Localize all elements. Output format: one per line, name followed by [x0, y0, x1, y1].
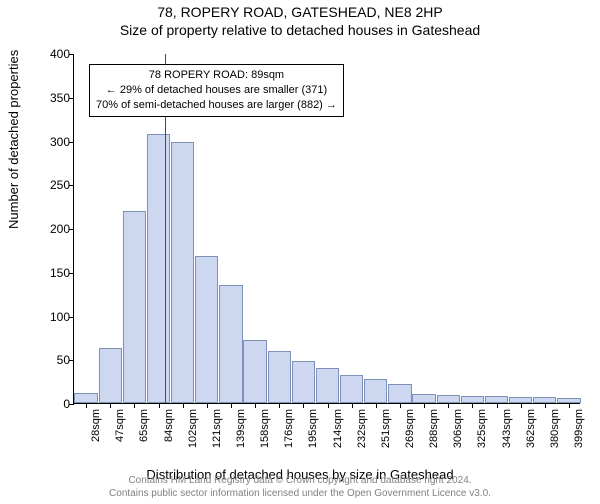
y-tick-label: 300	[42, 135, 70, 149]
y-tick-mark	[69, 54, 74, 55]
callout-line3: 70% of semi-detached houses are larger (…	[96, 98, 337, 113]
callout-box: 78 ROPERY ROAD: 89sqm← 29% of detached h…	[89, 64, 344, 117]
histogram-bar	[485, 396, 508, 403]
y-tick-label: 100	[42, 310, 70, 324]
histogram-bar	[292, 361, 315, 403]
plot-area: 05010015020025030035040028sqm47sqm65sqm8…	[73, 54, 580, 404]
histogram-bar	[171, 142, 194, 403]
x-tick-mark	[110, 403, 111, 408]
x-tick-mark	[303, 403, 304, 408]
title-subtitle: Size of property relative to detached ho…	[0, 22, 600, 38]
y-tick-label: 150	[42, 266, 70, 280]
histogram-bar	[219, 285, 242, 403]
callout-line2: ← 29% of detached houses are smaller (37…	[96, 83, 337, 98]
x-tick-mark	[472, 403, 473, 408]
x-tick-mark	[183, 403, 184, 408]
x-tick-mark	[569, 403, 570, 408]
x-tick-mark	[207, 403, 208, 408]
y-axis-label: Number of detached properties	[6, 50, 21, 229]
histogram-bar	[123, 211, 146, 404]
histogram-bar	[99, 348, 122, 403]
histogram-bar	[268, 351, 291, 404]
y-tick-mark	[69, 98, 74, 99]
y-tick-label: 50	[42, 353, 70, 367]
x-tick-mark	[400, 403, 401, 408]
y-tick-mark	[69, 404, 74, 405]
x-tick-mark	[255, 403, 256, 408]
histogram-bar	[243, 340, 266, 403]
histogram-bar	[461, 396, 484, 403]
histogram-bar	[340, 375, 363, 403]
histogram-bar	[364, 379, 387, 404]
histogram-bar	[437, 395, 460, 403]
y-tick-mark	[69, 142, 74, 143]
footer-attribution: Contains HM Land Registry data © Crown c…	[0, 475, 600, 500]
histogram-bar	[316, 368, 339, 403]
callout-line1: 78 ROPERY ROAD: 89sqm	[96, 68, 337, 83]
x-tick-mark	[545, 403, 546, 408]
y-tick-mark	[69, 229, 74, 230]
x-tick-mark	[159, 403, 160, 408]
y-tick-mark	[69, 185, 74, 186]
x-tick-mark	[86, 403, 87, 408]
title-address: 78, ROPERY ROAD, GATESHEAD, NE8 2HP	[0, 4, 600, 20]
y-tick-label: 250	[42, 178, 70, 192]
x-tick-mark	[448, 403, 449, 408]
footer-line-2: Contains public sector information licen…	[0, 488, 600, 501]
x-tick-mark	[497, 403, 498, 408]
histogram-bar	[388, 384, 411, 403]
histogram-bar	[412, 394, 435, 403]
x-tick-mark	[134, 403, 135, 408]
chart-area: 05010015020025030035040028sqm47sqm65sqm8…	[45, 54, 580, 434]
y-tick-mark	[69, 273, 74, 274]
y-tick-label: 350	[42, 91, 70, 105]
histogram-bar	[195, 256, 218, 403]
y-tick-label: 400	[42, 47, 70, 61]
y-tick-label: 0	[42, 397, 70, 411]
x-tick-mark	[279, 403, 280, 408]
x-tick-mark	[376, 403, 377, 408]
y-tick-mark	[69, 360, 74, 361]
footer-line-1: Contains HM Land Registry data © Crown c…	[0, 475, 600, 488]
x-tick-mark	[328, 403, 329, 408]
x-tick-mark	[424, 403, 425, 408]
histogram-bar	[147, 134, 170, 404]
histogram-bar	[74, 393, 97, 404]
x-tick-mark	[231, 403, 232, 408]
x-tick-mark	[352, 403, 353, 408]
y-tick-mark	[69, 317, 74, 318]
y-tick-label: 200	[42, 222, 70, 236]
x-tick-mark	[521, 403, 522, 408]
